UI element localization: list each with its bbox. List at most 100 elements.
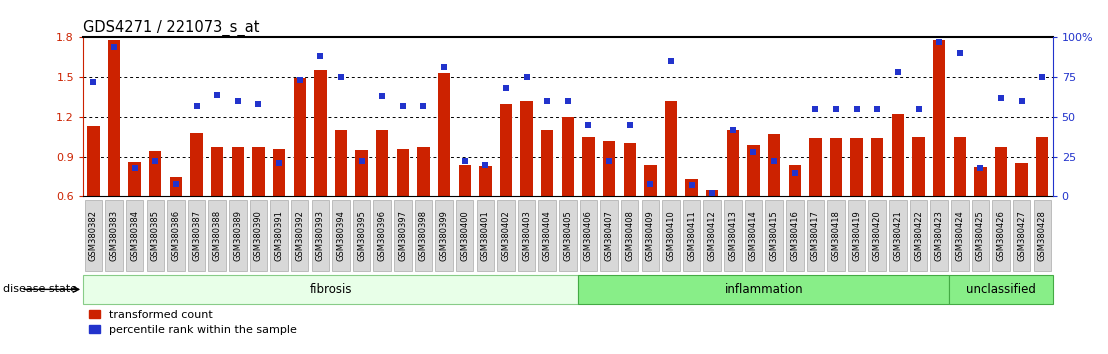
Point (910, 106, 927, 112)
FancyBboxPatch shape (126, 200, 143, 271)
Text: GSM380408: GSM380408 (625, 210, 634, 261)
FancyBboxPatch shape (578, 275, 950, 303)
Point (766, 159, 783, 164)
Text: GSM380392: GSM380392 (295, 210, 305, 261)
Text: GSM380402: GSM380402 (502, 210, 511, 261)
FancyBboxPatch shape (745, 200, 762, 271)
Bar (727, 130, 739, 196)
Point (642, 181, 659, 187)
Text: GSM380396: GSM380396 (378, 210, 387, 261)
Bar (912, 137, 925, 196)
Bar (871, 138, 883, 196)
Text: GSM380419: GSM380419 (852, 210, 861, 261)
Bar (768, 134, 780, 196)
Text: GSM380385: GSM380385 (151, 210, 160, 261)
Point (951, 50, 968, 56)
Point (786, 170, 803, 175)
Point (208, 92, 226, 97)
FancyBboxPatch shape (456, 200, 473, 271)
Bar (107, 40, 121, 196)
Point (972, 165, 989, 171)
Text: GSM380420: GSM380420 (873, 210, 882, 261)
Point (187, 103, 205, 108)
Bar (438, 73, 450, 196)
FancyBboxPatch shape (291, 200, 308, 271)
Bar (747, 145, 760, 196)
Point (1034, 74, 1051, 80)
FancyBboxPatch shape (601, 200, 618, 271)
Point (828, 106, 845, 112)
FancyBboxPatch shape (993, 200, 1009, 271)
Text: GSM380421: GSM380421 (893, 210, 902, 261)
FancyBboxPatch shape (394, 200, 411, 271)
FancyBboxPatch shape (517, 200, 535, 271)
Point (931, 39, 948, 45)
Bar (541, 130, 553, 196)
Bar (315, 70, 327, 196)
Bar (686, 179, 698, 196)
FancyBboxPatch shape (538, 200, 556, 271)
Bar (129, 162, 141, 196)
Point (146, 159, 164, 164)
FancyBboxPatch shape (1013, 200, 1030, 271)
FancyBboxPatch shape (972, 200, 989, 271)
Text: GSM380428: GSM380428 (1038, 210, 1047, 261)
FancyBboxPatch shape (848, 200, 865, 271)
Point (352, 159, 370, 164)
Point (497, 85, 515, 91)
Text: GSM380423: GSM380423 (935, 210, 944, 261)
FancyBboxPatch shape (208, 200, 226, 271)
Bar (1036, 137, 1048, 196)
Bar (459, 165, 471, 196)
Text: GSM380410: GSM380410 (667, 210, 676, 261)
Text: GSM380389: GSM380389 (234, 210, 243, 261)
FancyBboxPatch shape (560, 200, 576, 271)
Point (311, 53, 329, 59)
Bar (809, 138, 821, 196)
FancyBboxPatch shape (311, 200, 329, 271)
Bar (88, 126, 100, 196)
Point (455, 159, 473, 164)
Bar (974, 167, 986, 196)
Text: GSM380426: GSM380426 (996, 210, 1006, 261)
Bar (995, 147, 1007, 196)
FancyBboxPatch shape (889, 200, 906, 271)
Point (889, 69, 906, 75)
Bar (356, 150, 368, 196)
FancyBboxPatch shape (931, 200, 948, 271)
Text: GSM380386: GSM380386 (172, 210, 181, 261)
Text: GSM380415: GSM380415 (770, 210, 779, 261)
Bar (150, 152, 162, 196)
Text: GSM380401: GSM380401 (481, 210, 490, 261)
Point (663, 58, 680, 64)
Bar (830, 138, 842, 196)
Text: GSM380400: GSM380400 (460, 210, 469, 261)
FancyBboxPatch shape (249, 200, 267, 271)
Point (620, 122, 638, 127)
FancyBboxPatch shape (435, 200, 453, 271)
Bar (500, 104, 512, 196)
Bar (892, 114, 904, 196)
FancyBboxPatch shape (807, 200, 824, 271)
Text: GSM380394: GSM380394 (337, 210, 346, 261)
Bar (851, 138, 863, 196)
FancyBboxPatch shape (497, 200, 515, 271)
FancyBboxPatch shape (105, 200, 123, 271)
FancyBboxPatch shape (725, 200, 741, 271)
Bar (644, 165, 657, 196)
Bar (170, 177, 182, 196)
Text: GSM380412: GSM380412 (708, 210, 717, 261)
Bar (191, 133, 203, 196)
FancyBboxPatch shape (950, 275, 1053, 303)
Point (84, 79, 102, 85)
Text: fibrosis: fibrosis (309, 283, 352, 296)
FancyBboxPatch shape (642, 200, 659, 271)
Point (869, 106, 886, 112)
Text: GSM380424: GSM380424 (955, 210, 964, 261)
FancyBboxPatch shape (663, 200, 679, 271)
Point (476, 162, 494, 167)
Point (724, 127, 741, 132)
Point (167, 181, 185, 187)
Point (249, 101, 267, 107)
Bar (253, 147, 265, 196)
